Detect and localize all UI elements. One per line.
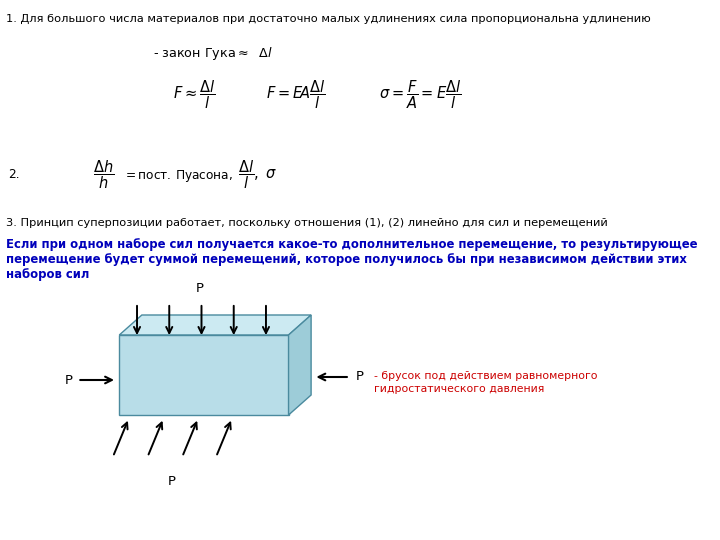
Text: 2.: 2. [8, 168, 19, 181]
Text: - брусок под действием равномерного: - брусок под действием равномерного [374, 371, 598, 381]
Text: наборов сил: наборов сил [6, 268, 90, 281]
Text: перемещение будет суммой перемещений, которое получилось бы при независимом дейс: перемещение будет суммой перемещений, ко… [6, 253, 688, 266]
Text: 3. Принцип суперпозиции работает, поскольку отношения (1), (2) линейно для сил и: 3. Принцип суперпозиции работает, поскол… [6, 218, 608, 228]
Text: $\dfrac{\Delta l}{l}$$,\; \sigma$: $\dfrac{\Delta l}{l}$$,\; \sigma$ [238, 158, 276, 191]
Text: $F \approx \dfrac{\Delta l}{l}$: $F \approx \dfrac{\Delta l}{l}$ [174, 78, 216, 111]
Polygon shape [289, 315, 311, 415]
Text: P: P [196, 282, 204, 295]
Polygon shape [120, 335, 289, 415]
Text: $\dfrac{\Delta h}{h}$: $\dfrac{\Delta h}{h}$ [93, 158, 114, 191]
Text: $F = E\!A\dfrac{\Delta l}{l}$: $F = E\!A\dfrac{\Delta l}{l}$ [266, 78, 325, 111]
Text: $= \mathrm{пост.\,Пуасона,}$: $= \mathrm{пост.\,Пуасона,}$ [122, 168, 233, 184]
Text: P: P [65, 374, 73, 387]
Text: гидростатического давления: гидростатического давления [374, 384, 544, 394]
Text: - закон Гука$\approx$  $\Delta l$: - закон Гука$\approx$ $\Delta l$ [153, 45, 273, 62]
Text: Если при одном наборе сил получается какое-то дополнительное перемещение, то рез: Если при одном наборе сил получается как… [6, 238, 698, 251]
Text: 1. Для большого числа материалов при достаточно малых удлинениях сила пропорцион: 1. Для большого числа материалов при дос… [6, 14, 651, 24]
Text: P: P [168, 475, 176, 488]
Text: $\sigma = \dfrac{F}{A} = E\dfrac{\Delta l}{l}$: $\sigma = \dfrac{F}{A} = E\dfrac{\Delta … [379, 78, 461, 111]
Polygon shape [120, 315, 311, 335]
Text: P: P [356, 370, 364, 383]
